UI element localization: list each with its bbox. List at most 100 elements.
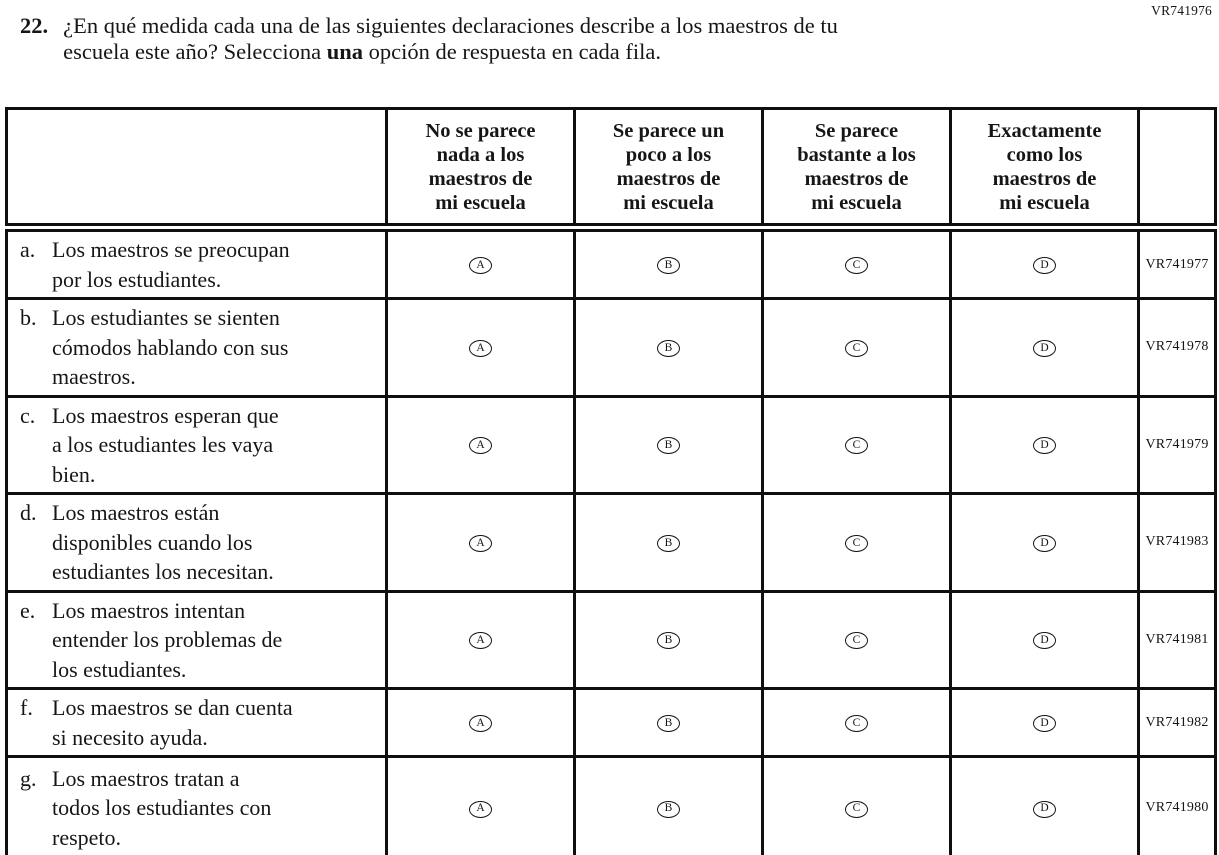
option-bubble-d[interactable]: D — [1033, 339, 1056, 357]
option-bubble-b[interactable]: B — [657, 715, 680, 733]
row-code: VR741980 — [1137, 755, 1217, 855]
column-header-code — [1137, 107, 1217, 232]
row-code: VR741977 — [1137, 226, 1217, 300]
option-bubble-b[interactable]: B — [657, 800, 680, 818]
statement-cell: g. Los maestros tratan a todos los estud… — [5, 755, 388, 855]
row-statement: Los maestros están disponibles cuando lo… — [52, 500, 274, 584]
option-cell: C — [761, 394, 952, 495]
option-bubble-b[interactable]: B — [657, 257, 680, 275]
option-cell: B — [573, 492, 764, 593]
header-row: No se parece nada a los maestros de mi e… — [5, 107, 1217, 232]
option-bubble-a[interactable]: A — [469, 437, 492, 455]
option-cell: D — [949, 394, 1140, 495]
option-bubble-a[interactable]: A — [469, 800, 492, 818]
option-bubble-c[interactable]: C — [845, 437, 868, 455]
statement-cell: f. Los maestros se dan cuenta si necesit… — [5, 687, 388, 758]
statement-cell: d. Los maestros están disponibles cuando… — [5, 492, 388, 593]
option-cell: D — [949, 226, 1140, 300]
column-header-se-parece-un-poco: Se parece un poco a los maestros de mi e… — [573, 107, 764, 232]
option-cell: C — [761, 687, 952, 758]
option-cell: B — [573, 589, 764, 690]
table-row: b. Los estudiantes se sienten cómodos ha… — [5, 297, 1217, 398]
question-bold-word: una — [326, 38, 364, 64]
table-row: g. Los maestros tratan a todos los estud… — [5, 755, 1217, 855]
option-bubble-c[interactable]: C — [845, 800, 868, 818]
option-cell: C — [761, 297, 952, 398]
row-letter: d. — [20, 500, 37, 525]
option-cell: A — [385, 589, 576, 690]
option-cell: A — [385, 755, 576, 855]
option-bubble-c[interactable]: C — [845, 715, 868, 733]
statement-cell: c. Los maestros esperan que a los estudi… — [5, 394, 388, 495]
option-cell: B — [573, 755, 764, 855]
option-bubble-d[interactable]: D — [1033, 437, 1056, 455]
option-bubble-a[interactable]: A — [469, 632, 492, 650]
option-bubble-a[interactable]: A — [469, 339, 492, 357]
option-bubble-d[interactable]: D — [1033, 800, 1056, 818]
question-text: ¿En qué medida cada una de las siguiente… — [63, 13, 1189, 64]
row-code: VR741982 — [1137, 687, 1217, 758]
option-cell: B — [573, 687, 764, 758]
statement-cell: a. Los maestros se preocupan por los est… — [5, 226, 388, 300]
statements-table: No se parece nada a los maestros de mi e… — [5, 107, 1217, 855]
table-row: e. Los maestros intentan entender los pr… — [5, 589, 1217, 690]
option-cell: C — [761, 226, 952, 300]
option-cell: C — [761, 492, 952, 593]
statement-cell: e. Los maestros intentan entender los pr… — [5, 589, 388, 690]
option-bubble-a[interactable]: A — [469, 715, 492, 733]
column-header-exactamente-como: Exactamente como los maestros de mi escu… — [949, 107, 1140, 232]
option-cell: C — [761, 755, 952, 855]
table-row: f. Los maestros se dan cuenta si necesit… — [5, 687, 1217, 758]
option-cell: D — [949, 755, 1140, 855]
option-bubble-c[interactable]: C — [845, 257, 868, 275]
table-row: c. Los maestros esperan que a los estudi… — [5, 394, 1217, 495]
option-cell: B — [573, 394, 764, 495]
question-line-2-start: escuela este año? Selecciona — [63, 38, 327, 64]
question-line-2-end: opción de respuesta en cada fila. — [363, 38, 662, 64]
option-bubble-a[interactable]: A — [469, 257, 492, 275]
option-cell: C — [761, 589, 952, 690]
column-header-no-se-parece-nada: No se parece nada a los maestros de mi e… — [385, 107, 576, 232]
option-bubble-c[interactable]: C — [845, 534, 868, 552]
question-line-1: ¿En qué medida cada una de las siguiente… — [63, 13, 838, 38]
row-letter: a. — [20, 237, 36, 262]
table-row: a. Los maestros se preocupan por los est… — [5, 226, 1217, 300]
row-code: VR741978 — [1137, 297, 1217, 398]
option-bubble-d[interactable]: D — [1033, 715, 1056, 733]
option-bubble-c[interactable]: C — [845, 339, 868, 357]
option-bubble-b[interactable]: B — [657, 632, 680, 650]
option-bubble-b[interactable]: B — [657, 534, 680, 552]
option-cell: A — [385, 687, 576, 758]
statement-cell: b. Los estudiantes se sienten cómodos ha… — [5, 297, 388, 398]
row-code: VR741979 — [1137, 394, 1217, 495]
option-bubble-d[interactable]: D — [1033, 632, 1056, 650]
row-letter: c. — [20, 402, 36, 428]
option-cell: A — [385, 492, 576, 593]
row-statement: Los estudiantes se sienten cómodos habla… — [52, 305, 289, 389]
option-cell: D — [949, 687, 1140, 758]
question-number: 22. — [20, 13, 49, 38]
row-statement: Los maestros intentan entender los probl… — [52, 597, 283, 682]
option-bubble-d[interactable]: D — [1033, 257, 1056, 275]
option-cell: D — [949, 589, 1140, 690]
option-cell: B — [573, 297, 764, 398]
option-cell: D — [949, 492, 1140, 593]
column-header-se-parece-bastante: Se parece bastante a los maestros de mi … — [761, 107, 952, 232]
row-letter: e. — [20, 597, 36, 623]
row-letter: f. — [20, 695, 33, 720]
row-statement: Los maestros se preocupan por los estudi… — [52, 237, 290, 292]
row-statement: Los maestros esperan que a los estudiant… — [52, 402, 279, 487]
option-bubble-c[interactable]: C — [845, 632, 868, 650]
option-cell: B — [573, 226, 764, 300]
option-bubble-d[interactable]: D — [1033, 534, 1056, 552]
question: 22. ¿En qué medida cada una de las sigui… — [20, 13, 1189, 64]
row-statement: Los maestros tratan a todos los estudian… — [52, 765, 272, 850]
row-letter: g. — [20, 765, 37, 791]
row-code: VR741983 — [1137, 492, 1217, 593]
option-bubble-a[interactable]: A — [469, 534, 492, 552]
option-bubble-b[interactable]: B — [657, 339, 680, 357]
option-bubble-b[interactable]: B — [657, 437, 680, 455]
column-header-blank — [5, 107, 388, 232]
row-statement: Los maestros se dan cuenta si necesito a… — [52, 695, 293, 750]
